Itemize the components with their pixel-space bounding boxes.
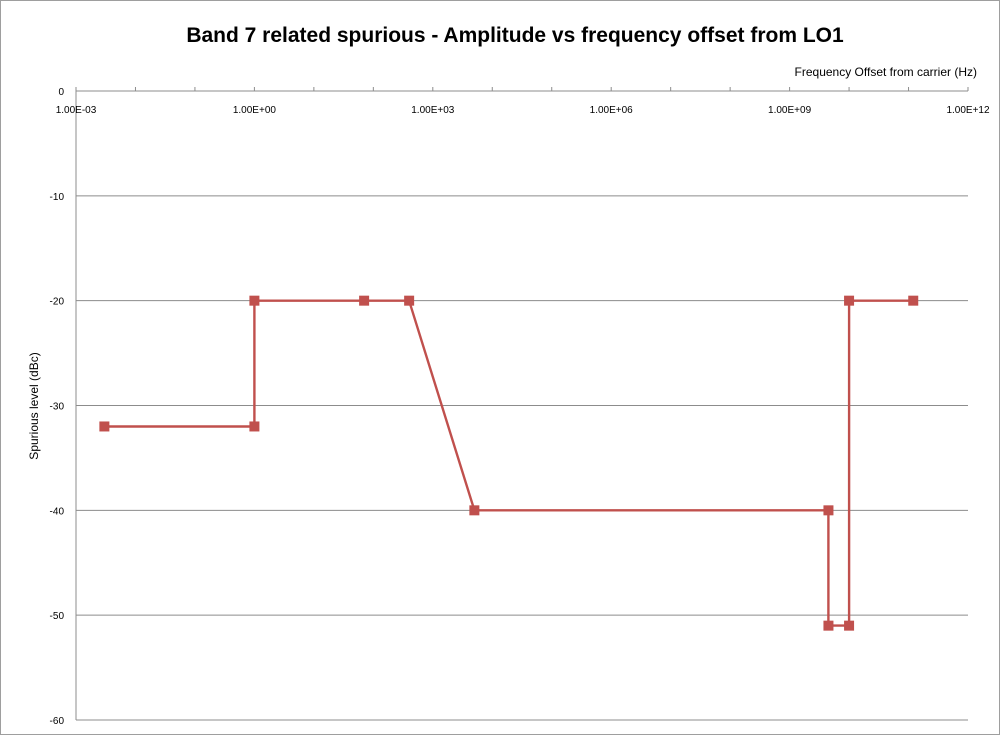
axes xyxy=(75,87,969,720)
y-tick-label: -30 xyxy=(50,402,65,413)
series-line xyxy=(104,299,914,627)
chart-title: Band 7 related spurious - Amplitude vs f… xyxy=(186,24,844,47)
x-tick-label: 1.00E+03 xyxy=(411,105,455,116)
y-axis-label: Spurious level (dBc) xyxy=(27,352,41,459)
data-point-marker xyxy=(469,505,480,516)
y-tick-label: -40 xyxy=(50,506,65,517)
data-point-marker xyxy=(359,295,370,306)
data-point-marker xyxy=(823,620,834,631)
gridlines xyxy=(76,195,968,721)
x-axis-label: Frequency Offset from carrier (Hz) xyxy=(795,65,977,79)
x-tick-label: 1.00E+09 xyxy=(768,105,812,116)
y-tick-label: -10 xyxy=(50,192,65,203)
x-tick-label: 1.00E+00 xyxy=(233,105,277,116)
data-point-marker xyxy=(404,295,415,306)
data-point-marker xyxy=(99,421,110,432)
x-tick-label: 1.00E+12 xyxy=(946,105,990,116)
y-tick-label: 0 xyxy=(58,87,64,98)
data-point-marker xyxy=(908,295,919,306)
series-group xyxy=(99,295,919,631)
x-tick-label: 1.00E+06 xyxy=(590,105,634,116)
data-point-marker xyxy=(844,295,855,306)
x-tick-label: 1.00E-03 xyxy=(56,105,97,116)
y-tick-label: -50 xyxy=(50,611,65,622)
tick-labels: 0 -10 -20 -30 -40 -50 -60 1.00E-03 1.00E+00 1.00E… xyxy=(50,87,990,727)
data-point-marker xyxy=(249,421,260,432)
data-point-marker xyxy=(823,505,834,516)
y-tick-label: -20 xyxy=(50,297,65,308)
data-point-marker xyxy=(844,620,855,631)
data-point-marker xyxy=(249,295,260,306)
y-tick-label: -60 xyxy=(50,716,65,727)
